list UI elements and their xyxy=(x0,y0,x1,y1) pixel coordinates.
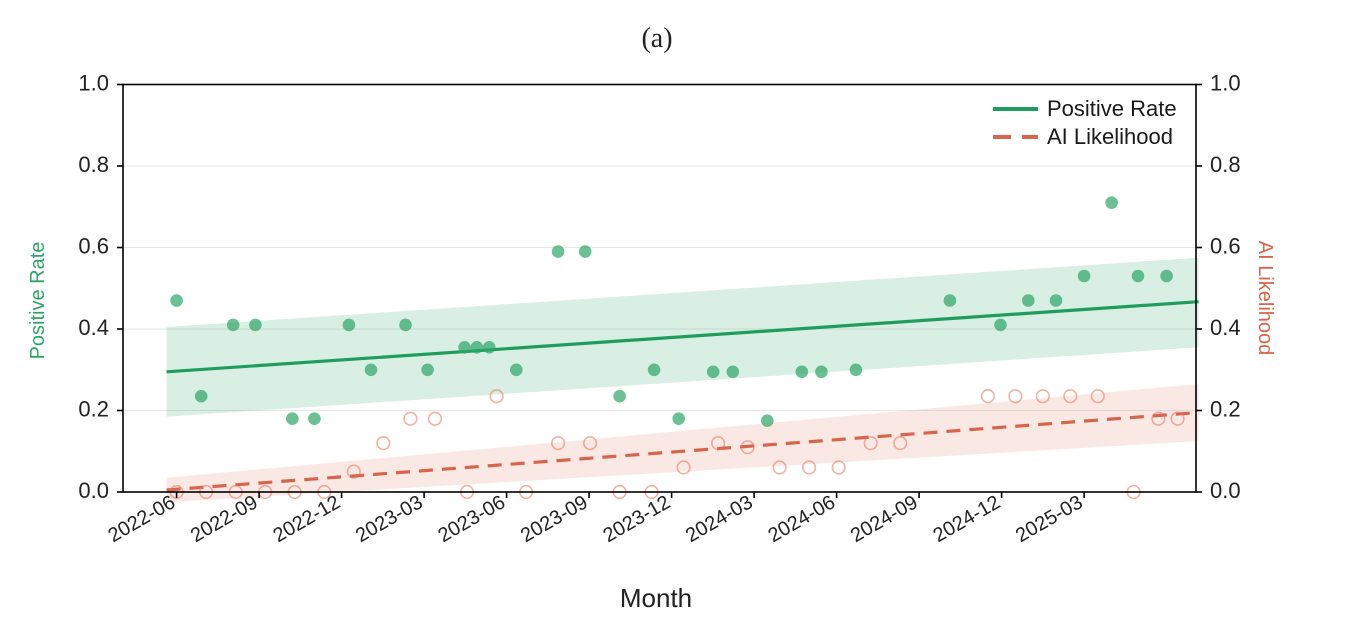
svg-text:0.8: 0.8 xyxy=(1210,152,1241,177)
svg-text:2023-12: 2023-12 xyxy=(600,491,675,547)
svg-text:2025-03: 2025-03 xyxy=(1012,491,1087,547)
svg-text:0.0: 0.0 xyxy=(1210,478,1241,503)
svg-text:0.2: 0.2 xyxy=(1210,397,1241,422)
svg-text:2024-12: 2024-12 xyxy=(930,491,1005,547)
svg-text:1.0: 1.0 xyxy=(1210,71,1241,96)
svg-text:AI Likelihood: AI Likelihood xyxy=(1047,124,1173,149)
svg-text:2023-06: 2023-06 xyxy=(435,491,510,547)
svg-text:2023-09: 2023-09 xyxy=(517,491,592,547)
svg-text:0.8: 0.8 xyxy=(78,152,109,177)
svg-text:0.0: 0.0 xyxy=(78,478,109,503)
svg-text:0.6: 0.6 xyxy=(1210,234,1241,259)
svg-text:2023-03: 2023-03 xyxy=(352,491,427,547)
svg-text:0.4: 0.4 xyxy=(78,315,109,340)
svg-text:2022-06: 2022-06 xyxy=(105,491,180,547)
svg-text:2024-03: 2024-03 xyxy=(682,491,757,547)
svg-text:1.0: 1.0 xyxy=(78,71,109,96)
svg-text:0.4: 0.4 xyxy=(1210,315,1241,340)
svg-text:2022-12: 2022-12 xyxy=(270,491,345,547)
svg-text:2024-06: 2024-06 xyxy=(765,491,840,547)
svg-text:0.2: 0.2 xyxy=(78,397,109,422)
svg-text:0.6: 0.6 xyxy=(78,234,109,259)
svg-text:2024-09: 2024-09 xyxy=(847,491,922,547)
svg-text:Positive Rate: Positive Rate xyxy=(1047,96,1177,121)
